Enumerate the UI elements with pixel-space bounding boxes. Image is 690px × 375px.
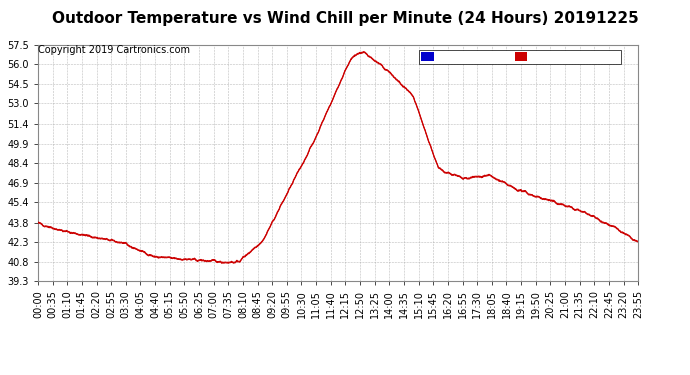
Text: Copyright 2019 Cartronics.com: Copyright 2019 Cartronics.com xyxy=(38,45,190,55)
Text: Outdoor Temperature vs Wind Chill per Minute (24 Hours) 20191225: Outdoor Temperature vs Wind Chill per Mi… xyxy=(52,11,638,26)
Legend: Wind Chill (°F), Temperature (°F): Wind Chill (°F), Temperature (°F) xyxy=(420,50,621,64)
